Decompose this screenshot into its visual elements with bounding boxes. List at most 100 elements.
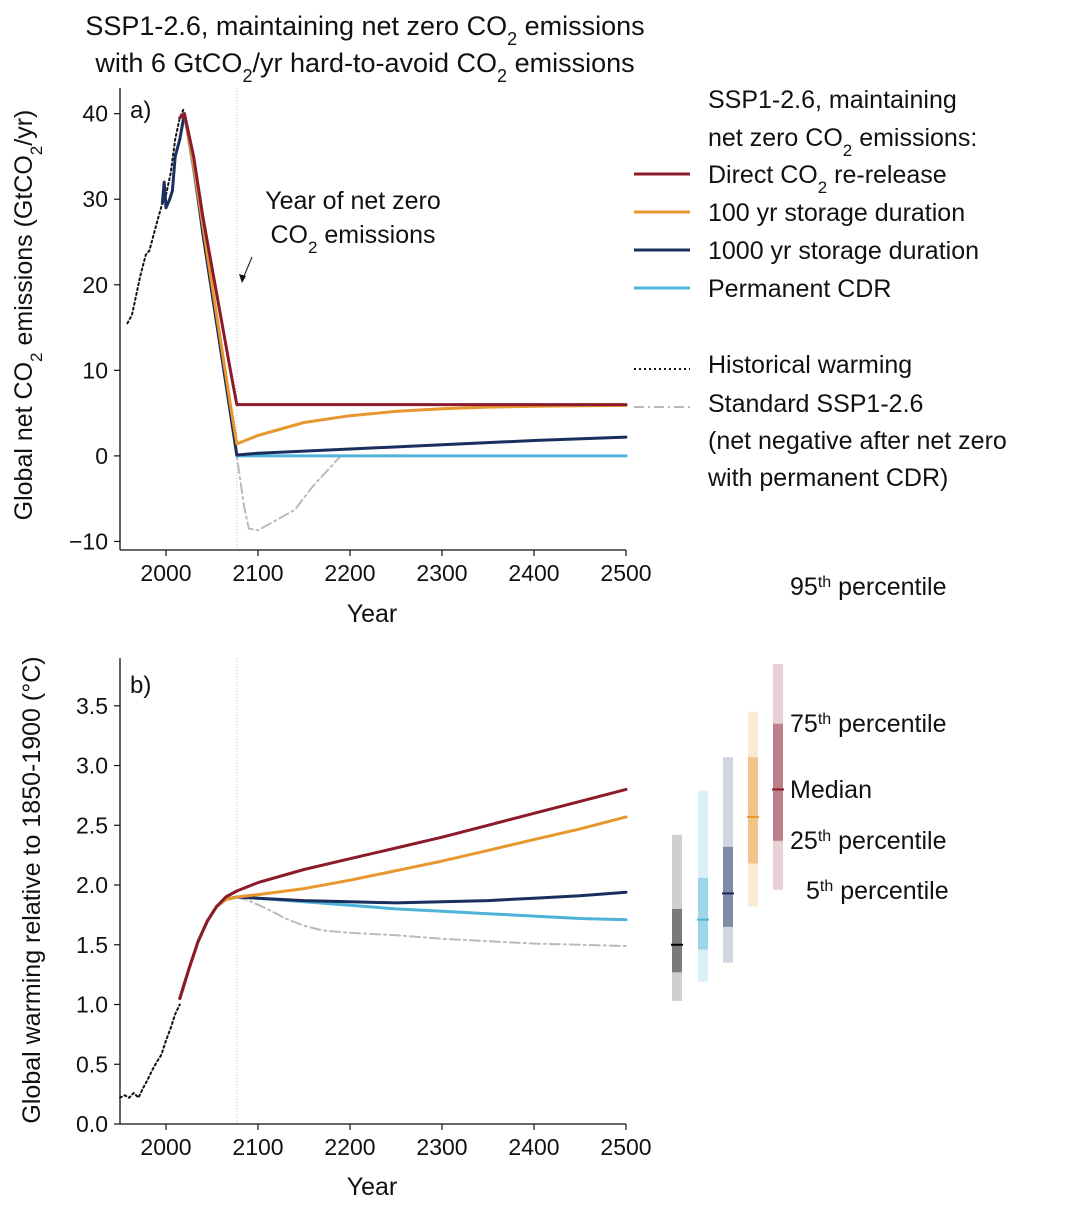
a-x-tick-label: 2000: [140, 560, 191, 586]
legend-header-line1: SSP1-2.6, maintaining: [708, 86, 957, 114]
legend-label-standard-2: (net negative after net zero: [708, 427, 1007, 455]
key-p25: 25th percentile: [790, 827, 947, 855]
annotation-arrow-head: [239, 274, 246, 283]
b-x-tick-label: 2100: [232, 1134, 283, 1160]
a-x-tick-label: 2400: [508, 560, 559, 586]
panel-a-y-label-sub: 2: [27, 352, 46, 361]
a-y-tick-label: −10: [69, 528, 108, 554]
legend-direct-sub: 2: [818, 178, 827, 197]
b-y-tick-label: 1.0: [76, 992, 108, 1018]
panel-a-x-ticks: 2000 2100 2200 2300 2400 2500: [140, 550, 652, 586]
svg-text:CO2 emissions: CO2 emissions: [270, 221, 435, 257]
key-p25-num: 25: [790, 827, 818, 855]
key-p75-sup: th: [818, 711, 831, 728]
range-permanent-25-75: [698, 877, 708, 950]
range-permanent-5-95: [698, 790, 708, 982]
panel-a-y-label: Global net CO2 emissions (GtCO2/yr): [10, 110, 46, 521]
b-series-permanent: [178, 895, 628, 1000]
panel-b-percentile-ranges: [671, 663, 784, 1001]
range-storage1000-5-95: [723, 757, 733, 963]
panel-a-y-label-part1: Global net CO: [10, 362, 38, 520]
title-line2-sub2: 2: [497, 66, 507, 86]
b-y-tick-label: 2.0: [76, 872, 108, 898]
range-direct-5-95: [773, 663, 783, 890]
b-y-tick-label: 3.0: [76, 753, 108, 779]
key-median: Median: [790, 776, 872, 804]
range-storage100-5-95: [748, 711, 758, 907]
title-line2-start: with 6 GtCO: [94, 48, 242, 78]
panel-a-series: [126, 108, 628, 532]
legend-label-standard-1: Standard SSP1-2.6: [708, 390, 923, 418]
b-series-storage100: [178, 815, 628, 1000]
key-p95-sup: th: [818, 574, 831, 591]
range-direct-25-75: [773, 723, 783, 841]
b-y-tick-label: 3.5: [76, 693, 108, 719]
a-y-tick-label: 30: [82, 186, 108, 212]
title-line2-end: /yr hard-to-avoid CO: [252, 48, 497, 78]
b-x-tick-label: 2400: [508, 1134, 559, 1160]
legend-header-line2-a: net zero CO: [708, 124, 843, 152]
b-y-tick-label: 1.5: [76, 932, 108, 958]
annotation-line1: Year of net zero: [265, 187, 441, 215]
panel-b-axes: [119, 658, 626, 1125]
annotation-line2-a: CO: [270, 221, 308, 249]
b-x-tick-label: 2200: [324, 1134, 375, 1160]
key-p25-end: percentile: [831, 827, 946, 855]
b-series-standard: [235, 896, 627, 947]
a-x-tick-label: 2200: [324, 560, 375, 586]
panel-b-x-label: Year: [347, 1173, 398, 1201]
key-p75-num: 75: [790, 710, 818, 738]
legend-label-direct: Direct CO2 re-release: [708, 161, 947, 197]
panel-a-y-ticks: −10 0 10 20 30 40: [69, 101, 120, 554]
panel-b-y-label: Global warming relative to 1850-1900 (°C…: [18, 656, 46, 1123]
b-series-historical: [119, 1003, 181, 1099]
title-line1-sub: 2: [507, 29, 517, 49]
a-series-direct: [178, 112, 628, 407]
a-x-tick-label: 2100: [232, 560, 283, 586]
legend-header-line2: net zero CO2 emissions:: [708, 124, 977, 160]
legend: SSP1-2.6, maintaining net zero CO2 emiss…: [634, 86, 1007, 492]
key-p5-num: 5: [806, 877, 820, 905]
a-y-tick-label: 20: [82, 272, 108, 298]
range-historical-25-75: [672, 908, 682, 973]
panel-b-x-ticks: 2000 2100 2200 2300 2400 2500: [140, 1124, 652, 1160]
b-x-tick-label: 2300: [416, 1134, 467, 1160]
legend-header-line2-b: emissions:: [852, 124, 977, 152]
a-y-tick-label: 40: [82, 101, 108, 127]
annotation-line2-b: emissions: [317, 221, 435, 249]
panel-b-y-ticks: 0.0 0.5 1.0 1.5 2.0 2.5 3.0 3.5: [76, 693, 120, 1137]
range-historical-5-95: [672, 834, 682, 1001]
b-series-direct: [178, 787, 628, 1000]
panel-a-label: a): [130, 97, 151, 124]
figure-title: SSP1-2.6, maintaining net zero CO2 emiss…: [85, 11, 644, 86]
panel-b-label: b): [130, 672, 151, 699]
a-y-tick-label: 0: [95, 443, 108, 469]
b-x-tick-label: 2000: [140, 1134, 191, 1160]
legend-label-storage1000: 1000 yr storage duration: [708, 237, 979, 265]
legend-header-line2-sub: 2: [843, 141, 852, 160]
title-line2-tail: emissions: [507, 48, 635, 78]
b-y-tick-label: 0.5: [76, 1051, 108, 1077]
legend-direct-b: re-release: [827, 161, 947, 189]
panel-a-y-label-part2: emissions (GtCO: [10, 155, 38, 352]
percentile-key: 95th percentile 75th percentile Median 2…: [790, 573, 949, 905]
key-p75: 75th percentile: [790, 710, 947, 738]
panel-a-emissions: 2000 2100 2200 2300 2400 2500 −10 0 10 20 30 40 a)…: [10, 88, 652, 628]
key-p5: 5th percentile: [806, 877, 949, 905]
panel-b-warming: 2000 2100 2200 2300 2400 2500 0.0 0.5 1.0 1.5 2.0…: [18, 656, 784, 1201]
a-x-tick-label: 2500: [600, 560, 651, 586]
key-p5-sup: th: [820, 878, 833, 895]
legend-direct-a: Direct CO: [708, 161, 818, 189]
title-line1: SSP1-2.6, maintaining net zero CO: [85, 11, 507, 41]
panel-a-y-label-sub2: 2: [27, 146, 46, 155]
a-x-tick-label: 2300: [416, 560, 467, 586]
b-x-tick-label: 2500: [600, 1134, 651, 1160]
b-y-tick-label: 0.0: [76, 1111, 108, 1137]
panel-a-y-label-part3: /yr): [10, 110, 38, 146]
net-zero-annotation: Year of net zero CO2 emissions: [239, 187, 441, 283]
b-y-tick-label: 2.5: [76, 812, 108, 838]
legend-label-historical: Historical warming: [708, 351, 912, 379]
key-p95: 95th percentile: [790, 573, 947, 601]
a-series-historical: [126, 108, 185, 325]
annotation-line2-sub: 2: [308, 238, 317, 257]
